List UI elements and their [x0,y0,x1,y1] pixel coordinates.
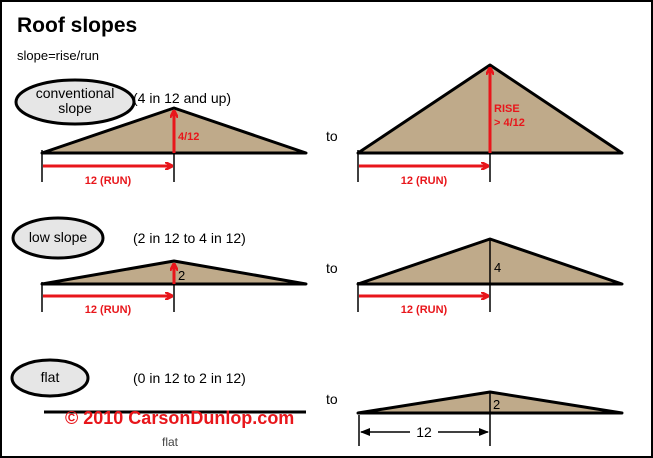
row-low-slope: low slope (2 in 12 to 4 in 12) 2 12 (RUN… [11,216,624,316]
rise-label-right-2: > 4/12 [494,117,525,129]
category-ellipse [14,78,136,126]
category-label-2: slope [58,100,92,116]
rise-label-right: 2 [493,397,500,412]
to-label: to [326,391,338,407]
category-label: low slope [29,229,88,245]
range-label: (0 in 12 to 2 in 12) [133,370,246,386]
copyright-watermark: © 2010 CarsonDunlop.com [65,408,294,428]
row-flat: flat (0 in 12 to 2 in 12) flat © 2010 Ca… [10,358,624,449]
formula: slope=rise/run [17,48,99,63]
rise-label-right: RISE [494,103,520,115]
title: Roof slopes [17,14,137,37]
rise-label: 4/12 [178,131,199,143]
to-label: to [326,128,338,144]
to-label: to [326,260,338,276]
row-conventional: conventional slope (4 in 12 and up) 4/12… [14,63,624,187]
range-label: (4 in 12 and up) [133,90,231,106]
run-label-right: 12 [416,424,432,440]
category-ellipse [11,216,105,260]
flat-label: flat [162,435,179,449]
rise-label-right: 4 [494,260,501,275]
run-label-right: 12 (RUN) [401,304,448,316]
range-label: (2 in 12 to 4 in 12) [133,230,246,246]
category-ellipse [10,358,90,398]
run-label: 12 (RUN) [85,304,132,316]
category-label: flat [41,369,60,385]
run-label-right: 12 (RUN) [401,175,448,187]
rise-label: 2 [178,268,185,283]
category-label: conventional [36,85,115,101]
run-label: 12 (RUN) [85,175,132,187]
